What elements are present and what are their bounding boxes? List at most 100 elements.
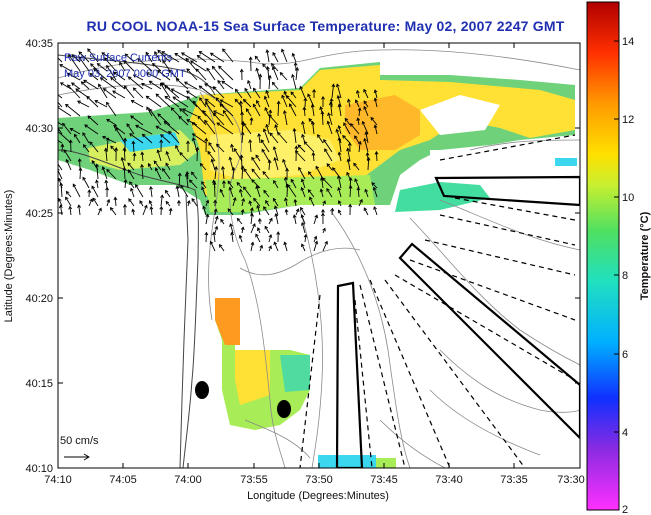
current-vector-head: [106, 137, 110, 141]
current-vector-head: [268, 233, 273, 238]
current-vector: [274, 205, 279, 216]
current-vector: [106, 102, 117, 117]
current-vector: [292, 53, 297, 63]
current-vector-head: [78, 167, 83, 172]
current-vector: [128, 76, 144, 90]
current-vector-head: [60, 143, 65, 148]
current-vector: [241, 227, 244, 234]
current-vector-head: [303, 233, 308, 238]
current-vector-head: [337, 209, 342, 214]
current-vector: [191, 198, 198, 207]
current-vector: [168, 131, 180, 144]
current-vector: [66, 191, 72, 198]
current-vector: [363, 89, 369, 99]
current-vector-head: [268, 114, 273, 119]
current-vector-head: [184, 172, 189, 177]
current-vector: [110, 207, 117, 216]
y-tick-label: 40:30: [25, 123, 53, 135]
current-vector-head: [201, 186, 205, 191]
current-vector: [261, 149, 270, 162]
current-vector: [204, 120, 216, 135]
current-vector: [303, 107, 306, 117]
current-vector: [263, 128, 270, 144]
current-vector: [290, 179, 297, 189]
x-tick-label: 73:35: [500, 474, 528, 486]
current-vector-head: [321, 212, 325, 217]
current-vector: [309, 197, 315, 207]
current-vector-head: [347, 142, 352, 146]
current-vector-head: [115, 127, 119, 132]
current-vector: [185, 58, 198, 72]
current-vector-head: [344, 117, 349, 122]
current-vector: [250, 213, 253, 225]
current-vector-head: [127, 162, 131, 167]
current-vector: [71, 82, 81, 90]
current-vector: [312, 152, 315, 162]
current-vector-head: [65, 196, 69, 201]
current-vector: [74, 134, 81, 144]
current-vector-head: [54, 54, 57, 57]
x-axis: 74:10 74:05 74:00 73:55 73:50 73:45 73:4…: [44, 43, 585, 502]
current-vector: [205, 200, 209, 207]
current-vector-head: [282, 158, 286, 163]
current-vector: [346, 172, 351, 180]
currents-label: Raw Surface Currents: [64, 52, 173, 64]
current-vector-head: [248, 139, 253, 143]
current-vector-head: [164, 95, 169, 100]
current-vector-head: [301, 133, 305, 138]
current-vector: [133, 87, 144, 99]
current-vector: [199, 51, 216, 63]
current-vector: [98, 84, 108, 99]
current-vector-head: [239, 154, 244, 159]
current-vector: [243, 168, 252, 180]
current-vector: [172, 96, 189, 108]
current-vector-head: [284, 208, 289, 213]
current-vector-head: [157, 113, 161, 117]
current-vector-head: [65, 190, 70, 195]
current-vector: [232, 197, 236, 207]
current-vector-head: [294, 145, 299, 150]
current-vector: [61, 144, 63, 153]
current-vector: [269, 132, 279, 144]
current-vector: [374, 125, 378, 135]
current-vector: [243, 99, 252, 108]
current-vector: [113, 71, 126, 81]
current-vector-head: [127, 76, 132, 80]
current-vector-head: [272, 51, 276, 56]
current-vector: [164, 121, 180, 135]
current-vector: [250, 242, 254, 252]
current-vector: [63, 149, 72, 162]
current-vector-head: [363, 88, 367, 93]
current-vector: [81, 81, 90, 90]
current-vector-head: [307, 171, 312, 175]
current-vector-head: [311, 152, 316, 156]
current-vector: [78, 51, 90, 63]
current-vector: [192, 133, 207, 144]
current-vector-head: [243, 186, 247, 191]
current-vector: [87, 48, 99, 63]
current-vector-head: [78, 51, 83, 55]
current-vector: [90, 63, 99, 72]
current-vector-head: [270, 62, 275, 67]
current-vector-head: [214, 166, 219, 170]
current-vector: [58, 130, 72, 144]
current-vector: [142, 205, 148, 216]
current-vector: [176, 186, 180, 198]
current-vector: [214, 226, 218, 234]
current-vector-head: [82, 144, 87, 148]
current-vector-head: [315, 165, 320, 170]
current-vector: [257, 227, 261, 234]
current-vector-head: [287, 183, 291, 188]
colorbar-label: Temperature (°C): [639, 211, 651, 300]
current-vector: [279, 72, 288, 81]
current-vector-head: [370, 116, 375, 121]
current-vector-head: [258, 73, 263, 78]
current-vector-head: [328, 101, 333, 106]
current-vector: [197, 55, 207, 63]
current-vector: [268, 245, 272, 252]
current-vector-head: [132, 74, 137, 78]
current-vector-head: [123, 60, 127, 64]
current-vector-head: [135, 124, 139, 129]
current-vector-head: [285, 95, 290, 99]
current-vector-head: [106, 198, 111, 203]
